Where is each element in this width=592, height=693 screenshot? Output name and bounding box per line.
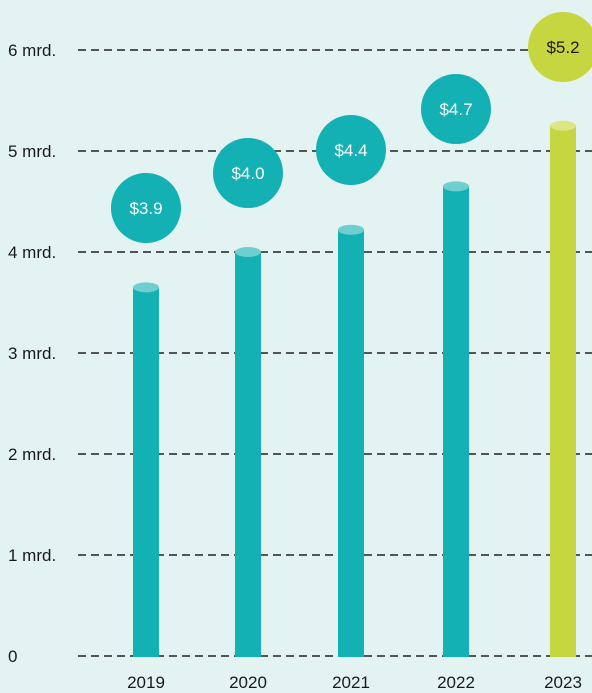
bar-2020: [235, 252, 261, 657]
x-tick-label-2020: 2020: [229, 673, 267, 692]
x-tick-label-2023: 2023: [544, 673, 582, 692]
label-layer: $3.9 $4.0 $4.4 $4.7 $5.2: [111, 12, 592, 243]
value-bubble-2023: [528, 12, 592, 82]
y-tick-label-6: 6 mrd.: [8, 41, 56, 60]
bar-2023: [550, 125, 576, 657]
bar-cap-2021: [338, 224, 364, 235]
value-bubble-2021: [316, 115, 386, 185]
value-bubble-2022: [421, 74, 491, 144]
data-label-2021: $4.4: [334, 141, 367, 160]
data-label-2022: $4.7: [439, 100, 472, 119]
data-label-2019: $3.9: [129, 199, 162, 218]
axis-layer: 0 1 mrd. 2 mrd. 3 mrd. 4 mrd. 5 mrd. 6 mrd. 201…: [8, 41, 582, 692]
y-tick-label-2: 2 mrd.: [8, 445, 56, 464]
data-label-2023: $5.2: [546, 38, 579, 57]
x-tick-label-2019: 2019: [127, 673, 165, 692]
bar-cap-2022: [443, 181, 469, 192]
y-tick-label-4: 4 mrd.: [8, 243, 56, 262]
value-bubble-2020: [213, 138, 283, 208]
y-tick-label-5: 5 mrd.: [8, 142, 56, 161]
bar-layer: [133, 120, 576, 657]
bar-2022: [443, 186, 469, 657]
data-label-2020: $4.0: [231, 164, 264, 183]
bar-cap-2019: [133, 282, 159, 293]
y-tick-label-0: 0: [8, 647, 17, 666]
y-tick-label-3: 3 mrd.: [8, 344, 56, 363]
value-bubble-2019: [111, 173, 181, 243]
bar-cap-2023: [550, 120, 576, 131]
x-tick-label-2021: 2021: [332, 673, 370, 692]
bar-2021: [338, 229, 364, 657]
x-tick-label-2022: 2022: [437, 673, 475, 692]
bar-cap-2020: [235, 247, 261, 257]
y-tick-label-1: 1 mrd.: [8, 546, 56, 565]
bar-2019: [133, 287, 159, 657]
grid-layer: [78, 49, 592, 657]
